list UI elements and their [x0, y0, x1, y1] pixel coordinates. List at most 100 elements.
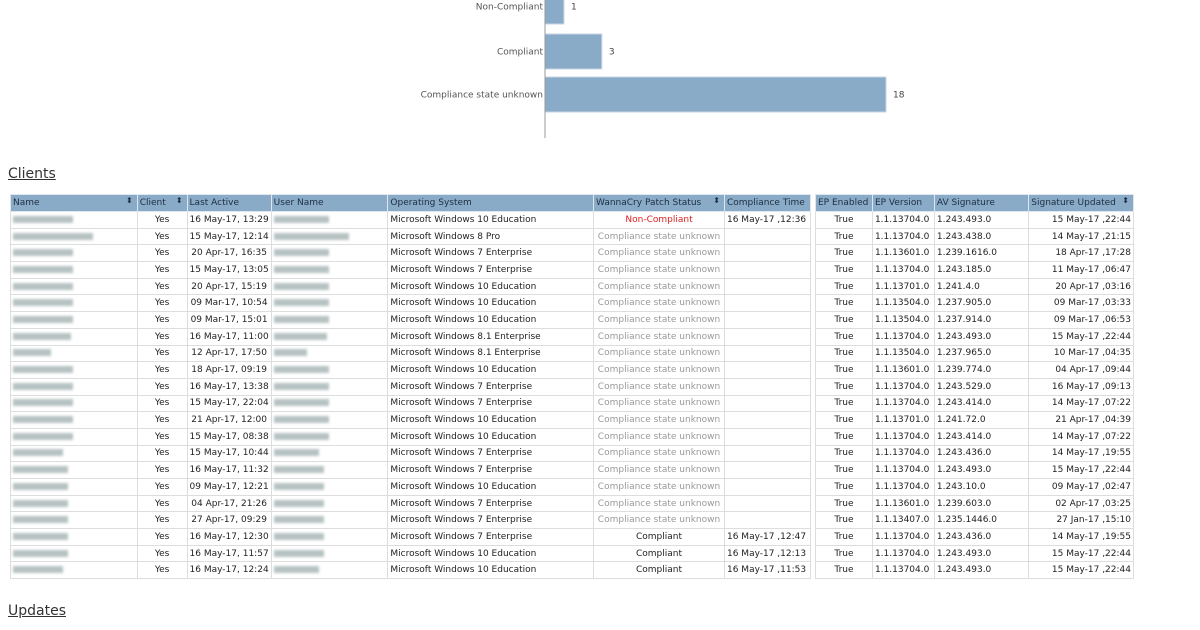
sort-updown-icon[interactable]: ⬍	[175, 196, 183, 205]
table-row[interactable]: True 1.1.13701.0 1.241.4.0 20 Apr-17 ,03:16	[815, 277, 1134, 296]
redacted-text	[13, 499, 68, 507]
compliance-time-cell	[723, 244, 812, 263]
table-row[interactable]: Yes 16 May-17, 11:32 Microsoft Windows 7 E…	[10, 461, 812, 479]
column-header[interactable]: EP Version	[871, 194, 935, 212]
column-header[interactable]: Signature Updated ⬍	[1028, 194, 1134, 212]
table-row[interactable]: Yes 09 May-17, 12:21 Microsoft Windows 10 …	[10, 478, 812, 496]
sort-updown-icon[interactable]: ⬍	[713, 196, 720, 205]
os-cell: Microsoft Windows 10 Education	[387, 361, 595, 379]
table-row[interactable]: Yes 16 May-17, 13:38 Microsoft Windows 7 E…	[10, 377, 812, 396]
table-row[interactable]: True 1.1.13704.0 1.243.493.0 15 May-17 ,22:…	[815, 561, 1134, 580]
table-row[interactable]: Yes 21 Apr-17, 12:00 Microsoft Windows 10 …	[10, 411, 812, 429]
patch-status-cell: Compliance state unknown	[593, 227, 725, 246]
redacted-text	[13, 249, 73, 257]
os-cell: Microsoft Windows 8.1 Enterprise	[387, 327, 595, 346]
table-row[interactable]: Yes 15 May-17, 22:04 Microsoft Windows 7 E…	[10, 394, 812, 413]
table-row[interactable]: Yes 27 Apr-17, 09:29 Microsoft Windows 7 E…	[10, 511, 812, 530]
column-header[interactable]: Compliance Time	[723, 194, 812, 212]
bar[interactable]	[544, 76, 887, 113]
av-signature-cell: 1.235.1446.0	[933, 511, 1030, 530]
last-active-cell: 16 May-17, 13:29	[186, 211, 272, 229]
user-name-redacted	[270, 294, 389, 313]
table-row[interactable]: True 1.1.13601.0 1.239.1616.0 18 Apr-17 ,17…	[815, 244, 1134, 263]
patch-status-cell: Non-Compliant	[593, 211, 725, 229]
bar[interactable]	[544, 0, 565, 25]
signature-updated-cell: 15 May-17 ,22:44	[1028, 211, 1134, 229]
column-header[interactable]: Client ⬍	[136, 194, 188, 212]
table-row[interactable]: Yes 18 Apr-17, 09:19 Microsoft Windows 10 …	[10, 361, 812, 379]
table-row[interactable]: True 1.1.13704.0 1.243.493.0 15 May-17 ,22:…	[815, 327, 1134, 346]
compliance-time-cell	[723, 511, 812, 530]
av-signature-cell: 1.243.493.0	[933, 211, 1030, 229]
redacted-text	[273, 449, 319, 457]
sort-updown-icon[interactable]: ⬍	[1122, 196, 1129, 205]
table-row[interactable]: Yes 15 May-17, 12:14 Microsoft Windows 8 P…	[10, 227, 812, 246]
redacted-text	[273, 382, 329, 390]
table-row[interactable]: Yes 12 Apr-17, 17:50 Microsoft Windows 8.1…	[10, 344, 812, 363]
column-header[interactable]: Last Active	[186, 194, 272, 212]
table-row[interactable]: Yes 15 May-17, 13:05 Microsoft Windows 7 E…	[10, 261, 812, 279]
last-active-cell: 16 May-17, 11:57	[186, 544, 272, 563]
table-row[interactable]: Yes 16 May-17, 12:24 Microsoft Windows 10 …	[10, 561, 812, 580]
table-row[interactable]: Yes 16 May-17, 12:30 Microsoft Windows 7 E…	[10, 528, 812, 546]
table-row[interactable]: True 1.1.13704.0 1.243.493.0 15 May-17 ,22:…	[815, 211, 1134, 229]
table-row[interactable]: True 1.1.13407.0 1.235.1446.0 27 Jan-17 ,15…	[815, 511, 1134, 530]
av-signature-cell: 1.243.414.0	[933, 427, 1030, 446]
table-row[interactable]: True 1.1.13701.0 1.241.72.0 21 Apr-17 ,04:3…	[815, 411, 1134, 429]
user-name-redacted	[270, 427, 389, 446]
table-row[interactable]: True 1.1.13704.0 1.243.529.0 16 May-17 ,09:…	[815, 377, 1134, 396]
column-header[interactable]: Name ⬍	[10, 194, 138, 212]
table-row[interactable]: True 1.1.13504.0 1.237.914.0 09 Mar-17 ,06:…	[815, 311, 1134, 329]
ep-version-cell: 1.1.13704.0	[871, 377, 935, 396]
client-cell: Yes	[136, 244, 188, 263]
table-row[interactable]: Yes 16 May-17, 13:29 Microsoft Windows 10 …	[10, 211, 812, 229]
table-row[interactable]: Yes 09 Mar-17, 15:01 Microsoft Windows 10 …	[10, 311, 812, 329]
user-name-redacted	[270, 544, 389, 563]
table-row[interactable]: True 1.1.13601.0 1.239.603.0 02 Apr-17 ,03:…	[815, 494, 1134, 513]
ep-version-cell: 1.1.13704.0	[871, 327, 935, 346]
ep-enabled-cell: True	[815, 544, 873, 563]
data-label: 1	[571, 3, 577, 13]
signature-updated-cell: 21 Apr-17 ,04:39	[1028, 411, 1134, 429]
table-row[interactable]: Yes 15 May-17, 10:44 Microsoft Windows 7 E…	[10, 444, 812, 463]
ep-enabled-cell: True	[815, 494, 873, 513]
user-name-redacted	[270, 461, 389, 479]
table-row[interactable]: True 1.1.13704.0 1.243.438.0 14 May-17 ,21:…	[815, 227, 1134, 246]
column-header[interactable]: Operating System	[387, 194, 595, 212]
table-row[interactable]: True 1.1.13704.0 1.243.414.0 14 May-17 ,07:…	[815, 394, 1134, 413]
table-row[interactable]: True 1.1.13704.0 1.243.436.0 14 May-17 ,19:…	[815, 528, 1134, 546]
av-signature-cell: 1.243.493.0	[933, 544, 1030, 563]
client-cell: Yes	[136, 211, 188, 229]
table-row[interactable]: Yes 16 May-17, 11:00 Microsoft Windows 8.1…	[10, 327, 812, 346]
os-cell: Microsoft Windows 7 Enterprise	[387, 461, 595, 479]
table-row[interactable]: True 1.1.13504.0 1.237.965.0 10 Mar-17 ,04:…	[815, 344, 1134, 363]
table-row[interactable]: True 1.1.13704.0 1.243.10.0 09 May-17 ,02:4…	[815, 478, 1134, 496]
table-row[interactable]: Yes 20 Apr-17, 16:35 Microsoft Windows 7 E…	[10, 244, 812, 263]
av-signature-cell: 1.243.414.0	[933, 394, 1030, 413]
last-active-cell: 04 Apr-17, 21:26	[186, 494, 272, 513]
table-row[interactable]: Yes 16 May-17, 11:57 Microsoft Windows 10 …	[10, 544, 812, 563]
clients-section-title[interactable]: Clients	[8, 166, 56, 182]
table-row[interactable]: Yes 15 May-17, 08:38 Microsoft Windows 10 …	[10, 427, 812, 446]
table-row[interactable]: Yes 04 Apr-17, 21:26 Microsoft Windows 7 E…	[10, 494, 812, 513]
bar[interactable]	[544, 33, 603, 70]
table-row[interactable]: Yes 09 Mar-17, 10:54 Microsoft Windows 10 …	[10, 294, 812, 313]
table-row[interactable]: True 1.1.13704.0 1.243.185.0 11 May-17 ,06:…	[815, 261, 1134, 279]
table-row[interactable]: Yes 20 Apr-17, 15:19 Microsoft Windows 10 …	[10, 277, 812, 296]
table-row[interactable]: True 1.1.13704.0 1.243.414.0 14 May-17 ,07:…	[815, 427, 1134, 446]
column-header[interactable]: AV Signature	[933, 194, 1030, 212]
table-row[interactable]: True 1.1.13704.0 1.243.493.0 15 May-17 ,22:…	[815, 544, 1134, 563]
table-row[interactable]: True 1.1.13504.0 1.237.905.0 09 Mar-17 ,03:…	[815, 294, 1134, 313]
last-active-cell: 15 May-17, 22:04	[186, 394, 272, 413]
updates-section-title[interactable]: Updates	[8, 603, 66, 619]
column-header[interactable]: EP Enabled	[815, 194, 873, 212]
last-active-cell: 16 May-17, 13:38	[186, 377, 272, 396]
table-row[interactable]: True 1.1.13704.0 1.243.436.0 14 May-17 ,19:…	[815, 444, 1134, 463]
compliance-bar-chart: Non-Compliant 1 Compliant 3 Compliance state…	[421, 0, 905, 138]
sort-updown-icon[interactable]: ⬍	[125, 196, 133, 205]
column-header[interactable]: WannaCry Patch Status ⬍	[593, 194, 725, 212]
table-row[interactable]: True 1.1.13601.0 1.239.774.0 04 Apr-17 ,09:…	[815, 361, 1134, 379]
redacted-text	[13, 549, 68, 557]
table-row[interactable]: True 1.1.13704.0 1.243.493.0 15 May-17 ,22:…	[815, 461, 1134, 479]
column-header[interactable]: User Name	[270, 194, 389, 212]
